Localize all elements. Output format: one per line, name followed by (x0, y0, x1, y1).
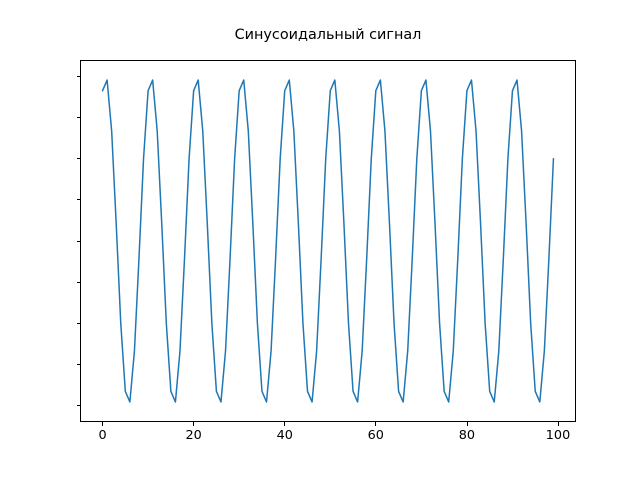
y-tick-mark (76, 76, 80, 77)
x-tick-mark (557, 422, 559, 426)
x-tick-label: 60 (367, 428, 384, 443)
y-tick-mark (76, 158, 80, 160)
x-tick-mark (375, 422, 377, 426)
y-tick-mark (76, 281, 80, 283)
x-tick-label: 0 (98, 428, 107, 443)
line-plot (101, 79, 555, 403)
x-tick-mark (466, 422, 468, 426)
y-tick-mark (76, 405, 80, 406)
data-series-line (101, 79, 555, 403)
x-tick-label: 80 (458, 428, 476, 443)
x-tick-mark (284, 422, 286, 426)
y-tick-mark (76, 199, 80, 201)
x-tick-label: 20 (185, 428, 202, 443)
x-tick-label: 100 (545, 428, 571, 443)
y-tick-mark (76, 117, 80, 118)
x-tick-mark (102, 422, 103, 426)
x-tick-mark (193, 422, 195, 426)
plot-axes-area (80, 60, 576, 422)
y-tick-mark (76, 322, 80, 324)
y-tick-mark (76, 240, 80, 242)
x-tick-label: 40 (276, 428, 293, 443)
chart-title: Синусоидальный сигнал (234, 27, 422, 43)
y-tick-mark (76, 364, 80, 365)
